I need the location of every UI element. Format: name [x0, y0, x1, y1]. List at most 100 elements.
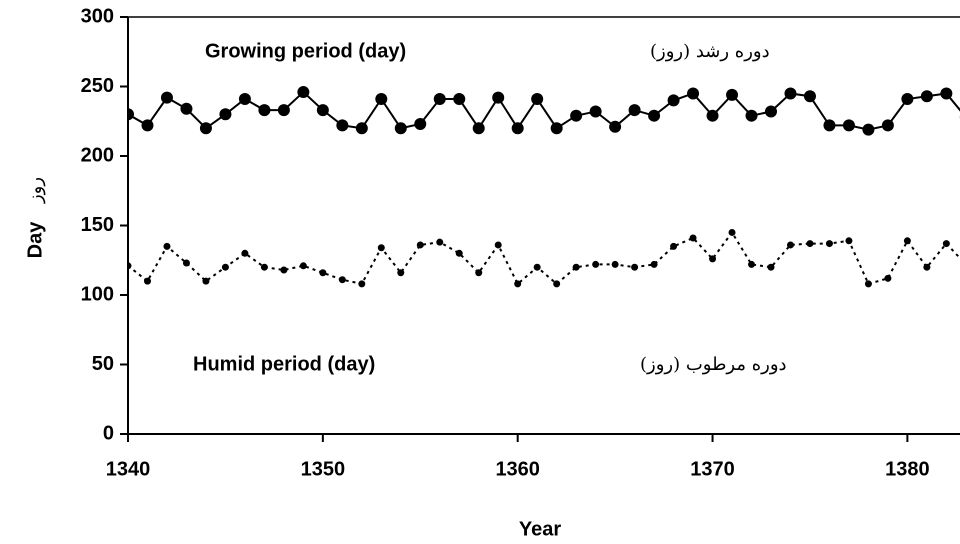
y-tick-label: 150 [81, 214, 114, 236]
data-point [219, 108, 232, 121]
data-point [375, 93, 388, 106]
data-point [128, 108, 134, 121]
x-tick-label: 1340 [106, 458, 151, 480]
x-tick-label: 1370 [690, 458, 735, 480]
y-tick-label: 250 [81, 75, 114, 97]
data-point [280, 266, 288, 274]
data-point [572, 263, 580, 271]
data-point [455, 249, 463, 257]
data-point [531, 93, 544, 106]
data-point [475, 269, 483, 277]
data-point [377, 244, 385, 252]
x-tick-label: 1360 [495, 458, 540, 480]
data-point [806, 240, 814, 248]
series-line [128, 230, 960, 286]
data-point [433, 93, 446, 106]
data-point [355, 122, 368, 135]
data-point [141, 119, 154, 132]
data-point [436, 238, 444, 246]
data-point [628, 104, 641, 117]
data-point [901, 93, 914, 106]
data-point [592, 260, 600, 268]
data-point [745, 109, 758, 122]
data-point [472, 122, 485, 135]
data-point [920, 90, 933, 103]
data-point [163, 242, 171, 250]
data-point [903, 237, 911, 245]
data-point [667, 94, 680, 107]
data-point [394, 122, 407, 135]
data-point [786, 241, 794, 249]
annotation: دوره مرطوب (روز) [640, 354, 787, 375]
y-tick-label: 100 [81, 283, 114, 305]
data-point [553, 280, 561, 288]
data-point [416, 241, 424, 249]
y-tick-label: 0 [103, 422, 114, 444]
x-axis-label: Year [519, 518, 561, 540]
y-tick-label: 300 [81, 5, 114, 27]
data-point [689, 234, 697, 242]
data-point [940, 87, 953, 100]
data-point [706, 109, 719, 122]
data-point [221, 263, 229, 271]
x-tick-label: 1350 [301, 458, 346, 480]
data-point [611, 260, 619, 268]
y-axis-label: Day [24, 221, 46, 259]
data-point [845, 237, 853, 245]
data-point [260, 263, 268, 271]
data-point [726, 88, 739, 101]
annotation: Humid period (day) [193, 353, 375, 375]
data-point [570, 109, 583, 122]
data-point [414, 118, 427, 131]
data-point [202, 277, 210, 285]
data-point [299, 262, 307, 270]
data-point [511, 122, 524, 135]
x-tick-label: 1380 [885, 458, 930, 480]
data-point [514, 280, 522, 288]
data-point [533, 263, 541, 271]
data-point [338, 276, 346, 284]
data-point [238, 93, 251, 106]
data-point [494, 241, 502, 249]
data-point [884, 274, 892, 282]
data-point [128, 262, 132, 270]
data-point [297, 86, 310, 99]
data-point [492, 91, 505, 104]
data-point [453, 93, 466, 106]
y-axis-label-secondary: روز [25, 177, 46, 204]
data-point [180, 102, 193, 115]
data-point [319, 269, 327, 277]
plot-area [128, 86, 960, 288]
data-point [748, 260, 756, 268]
annotation: Growing period (day) [205, 40, 406, 62]
data-point [336, 119, 349, 132]
data-point [358, 280, 366, 288]
y-tick-label: 200 [81, 144, 114, 166]
data-point [316, 104, 329, 117]
data-point [942, 240, 950, 248]
data-point [881, 119, 894, 132]
annotation: دوره رشد (روز) [650, 41, 770, 62]
data-point [199, 122, 212, 135]
data-point [550, 122, 563, 135]
data-point [842, 119, 855, 132]
data-point [864, 280, 872, 288]
data-point [609, 120, 622, 133]
data-point [277, 104, 290, 117]
data-point [182, 259, 190, 267]
data-point [397, 269, 405, 277]
data-point [784, 87, 797, 100]
data-point [862, 123, 875, 136]
data-point [803, 90, 816, 103]
data-point [648, 109, 661, 122]
data-point [728, 228, 736, 236]
data-point [160, 91, 173, 104]
data-point [589, 105, 602, 118]
data-point [823, 119, 836, 132]
data-point [143, 277, 151, 285]
data-point [631, 263, 639, 271]
data-point [767, 263, 775, 271]
y-tick-label: 50 [92, 353, 114, 375]
data-point [687, 87, 700, 100]
